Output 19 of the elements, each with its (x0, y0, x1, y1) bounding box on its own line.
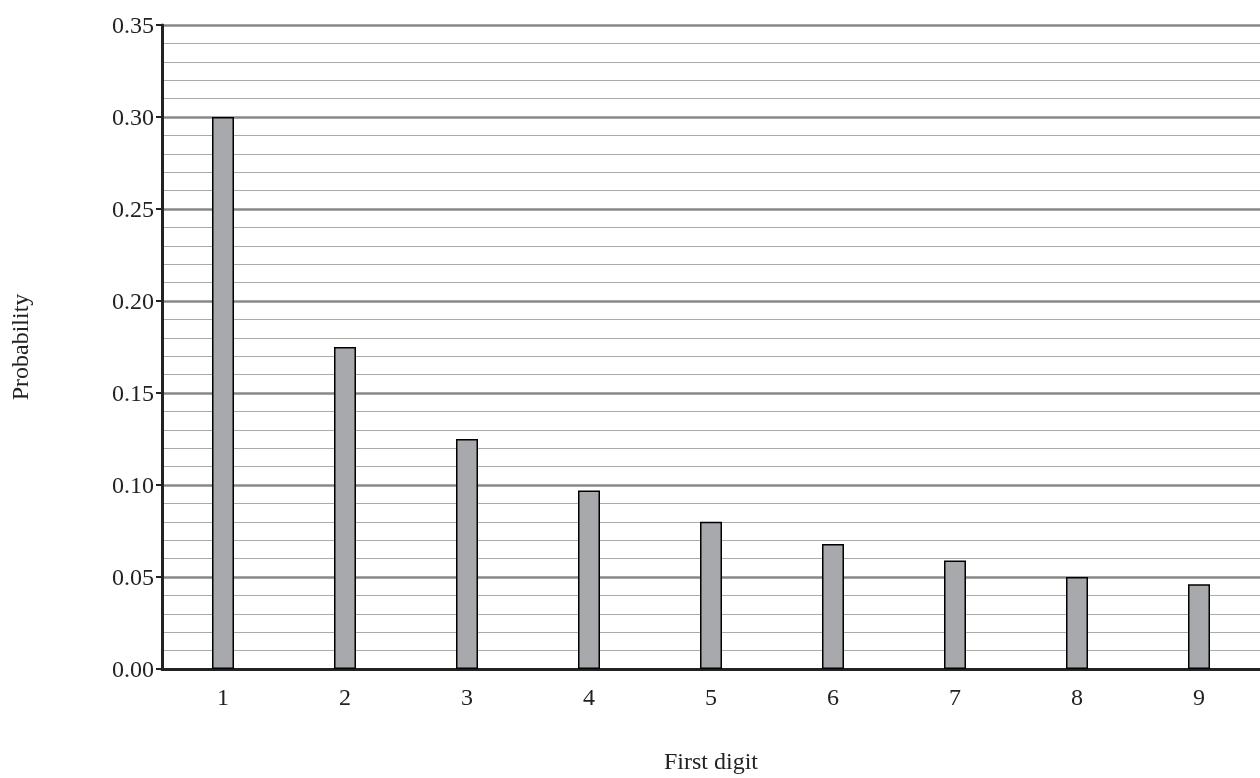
y-tick-label: 0.05 (112, 564, 154, 590)
x-tick-label: 4 (583, 684, 595, 710)
y-tick-label: 0.00 (112, 656, 154, 682)
x-tick-label: 6 (827, 684, 839, 710)
x-axis-title: First digit (663, 748, 759, 774)
x-tick-label: 5 (705, 684, 717, 710)
x-tick-label: 7 (949, 684, 961, 710)
y-tick-label: 0.35 (112, 12, 154, 38)
x-tick-label: 9 (1193, 684, 1205, 710)
x-tick-label: 3 (461, 684, 473, 710)
y-tick-label: 0.30 (112, 104, 154, 130)
x-tick-label: 1 (217, 684, 229, 710)
y-axis-title: Probability (7, 293, 33, 401)
y-tick-label: 0.25 (112, 196, 154, 222)
x-tick-label: 2 (339, 684, 351, 710)
y-tick-label: 0.10 (112, 472, 154, 498)
y-tick-label: 0.20 (112, 288, 154, 314)
y-tick-label: 0.15 (112, 380, 154, 406)
x-tick-label: 8 (1071, 684, 1083, 710)
